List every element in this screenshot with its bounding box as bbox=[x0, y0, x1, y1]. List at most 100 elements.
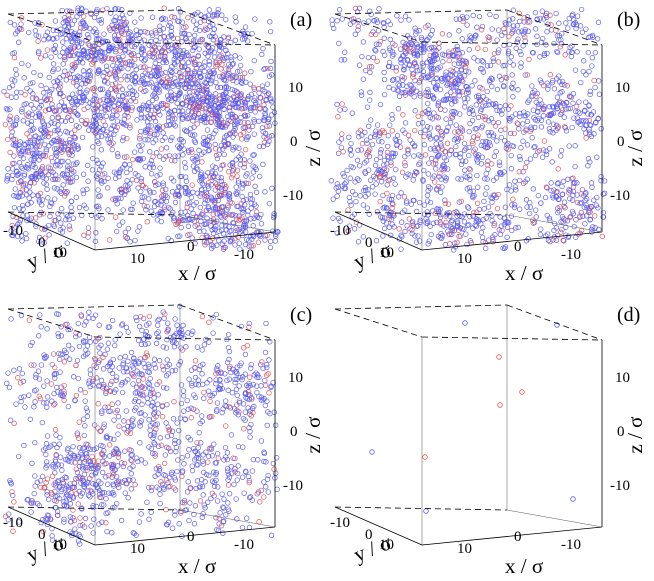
particle-red bbox=[123, 98, 129, 104]
particle-blue bbox=[180, 388, 187, 394]
particle-blue bbox=[138, 511, 144, 517]
particle-red bbox=[226, 211, 233, 218]
particle-blue bbox=[470, 12, 476, 19]
particle-blue bbox=[186, 517, 192, 524]
particle-red bbox=[189, 182, 195, 188]
particle-blue bbox=[484, 88, 490, 95]
particle-blue bbox=[11, 153, 17, 159]
particle-blue bbox=[220, 231, 227, 237]
particle-blue bbox=[122, 161, 128, 167]
particle-blue bbox=[385, 154, 392, 161]
particle-blue bbox=[197, 204, 203, 211]
particle-blue bbox=[328, 178, 334, 184]
particle-blue bbox=[462, 167, 468, 173]
particle-blue bbox=[518, 145, 524, 151]
particle-blue bbox=[197, 228, 203, 235]
particle-blue bbox=[201, 228, 207, 234]
particle-red bbox=[67, 226, 73, 232]
particle-blue bbox=[194, 115, 201, 121]
particle-blue bbox=[199, 151, 205, 157]
particle-blue bbox=[484, 63, 491, 69]
particle-blue bbox=[96, 193, 102, 200]
particle-blue bbox=[480, 59, 486, 65]
particle-blue bbox=[14, 221, 21, 228]
particle-blue bbox=[125, 358, 131, 364]
particle-blue bbox=[39, 134, 45, 140]
particle-blue bbox=[221, 151, 227, 158]
particle-blue bbox=[147, 375, 153, 382]
particle-blue bbox=[233, 496, 239, 502]
particle-blue bbox=[86, 127, 92, 133]
particle-red bbox=[52, 427, 59, 433]
particle-red bbox=[488, 161, 495, 167]
particle-blue bbox=[17, 139, 23, 145]
particle-blue bbox=[168, 89, 174, 95]
particle-red bbox=[144, 219, 150, 225]
particle-blue bbox=[266, 200, 273, 207]
particle-blue bbox=[176, 427, 182, 434]
particle-blue bbox=[335, 150, 342, 156]
particle-blue bbox=[119, 119, 125, 126]
particle-blue bbox=[146, 484, 152, 491]
particle-blue bbox=[214, 498, 221, 504]
particle-blue bbox=[193, 106, 199, 113]
particle-blue bbox=[121, 154, 128, 160]
particle-blue bbox=[55, 126, 61, 133]
particle-red bbox=[526, 56, 532, 63]
particle-blue bbox=[264, 422, 270, 429]
particle-blue bbox=[24, 192, 30, 198]
particle-blue bbox=[515, 36, 521, 42]
particle-blue bbox=[223, 85, 229, 91]
particle-blue bbox=[105, 481, 111, 487]
particle-blue bbox=[368, 117, 374, 123]
particle-blue bbox=[157, 171, 163, 178]
particle-red bbox=[192, 358, 199, 364]
particle-blue bbox=[356, 163, 363, 169]
x-axis-label: x / σ bbox=[505, 261, 543, 285]
particle-blue bbox=[151, 203, 158, 210]
particle-blue bbox=[220, 146, 226, 152]
particle-red bbox=[557, 44, 564, 50]
particle-blue bbox=[266, 91, 272, 97]
particle-blue bbox=[38, 82, 44, 89]
particle-blue bbox=[228, 432, 235, 438]
particle-blue bbox=[262, 106, 269, 113]
particle-blue bbox=[392, 181, 398, 187]
particle-blue bbox=[178, 136, 184, 143]
particle-blue bbox=[487, 11, 493, 18]
particle-blue bbox=[169, 116, 175, 122]
particle-blue bbox=[267, 19, 273, 25]
particle-blue bbox=[102, 50, 108, 56]
particle-blue bbox=[244, 136, 250, 143]
particle-blue bbox=[202, 479, 208, 485]
particle-blue bbox=[194, 159, 201, 166]
particle-blue bbox=[271, 109, 278, 116]
particle-blue bbox=[377, 154, 383, 160]
particle-blue bbox=[59, 467, 65, 473]
particle-blue bbox=[225, 85, 231, 91]
particle-blue bbox=[529, 135, 535, 141]
particle-blue bbox=[165, 320, 171, 326]
particle-blue bbox=[184, 453, 191, 459]
particle-red bbox=[583, 135, 589, 141]
particle-blue bbox=[166, 22, 172, 29]
particle-blue bbox=[181, 31, 187, 37]
particle-blue bbox=[534, 33, 540, 39]
particle-blue bbox=[44, 378, 50, 384]
particle-blue bbox=[381, 69, 387, 76]
particle-blue bbox=[480, 224, 486, 231]
particle-blue bbox=[133, 27, 139, 33]
particle-blue bbox=[13, 71, 20, 78]
particle-blue bbox=[210, 197, 216, 203]
particle-blue bbox=[204, 232, 210, 239]
particle-blue bbox=[221, 496, 227, 502]
particle-blue bbox=[107, 27, 113, 33]
particle-blue bbox=[264, 81, 271, 87]
particle-blue bbox=[386, 84, 392, 91]
particle-blue bbox=[212, 141, 218, 148]
particle-red bbox=[473, 209, 480, 215]
particle-blue bbox=[524, 118, 531, 125]
particle-blue bbox=[73, 110, 80, 117]
particle-blue bbox=[558, 147, 565, 154]
particle-blue bbox=[59, 49, 66, 56]
